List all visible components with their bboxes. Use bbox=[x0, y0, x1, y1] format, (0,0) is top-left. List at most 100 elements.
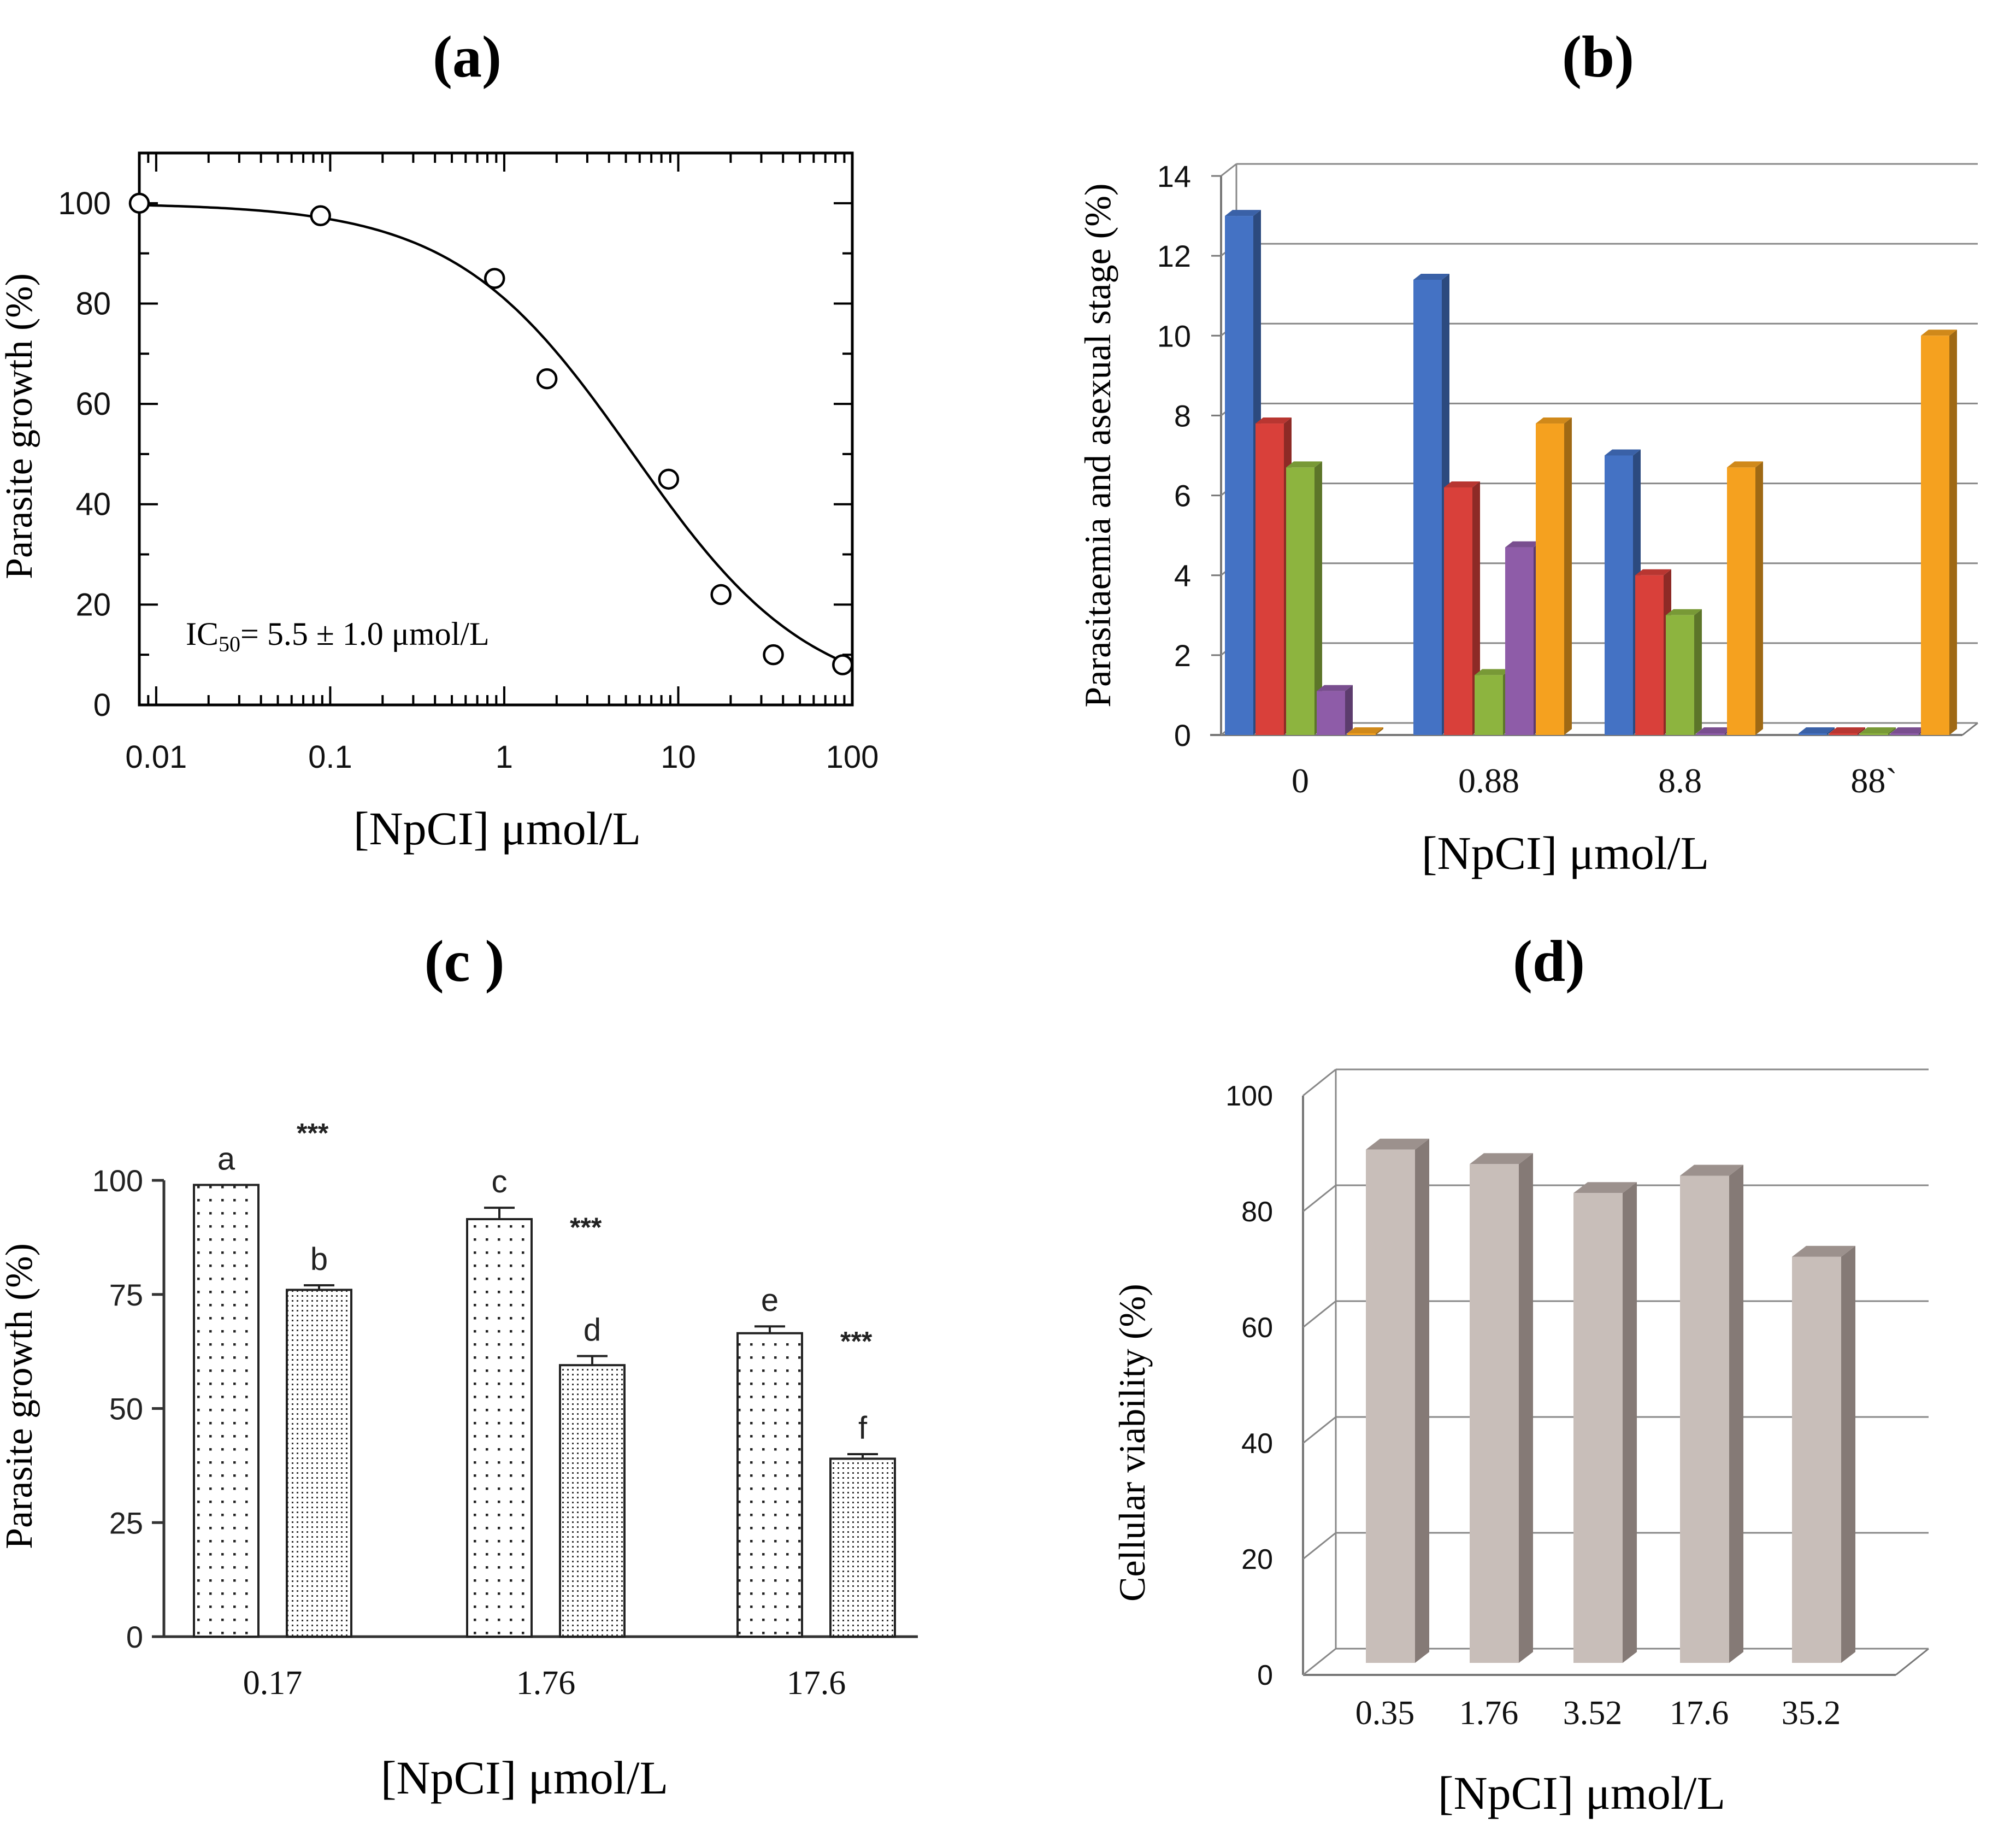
panel-b-bar-top bbox=[1286, 461, 1322, 468]
panel-b-grid-diagonal bbox=[1221, 163, 1237, 177]
panel-a-y-tick-label: 80 bbox=[75, 286, 111, 321]
panel-b-y-tick-label: 8 bbox=[1174, 398, 1191, 433]
panel-c-y-tick-labels: 0 25 50 75 100 bbox=[92, 1163, 143, 1654]
panel-b-x-axis-label: [NpCI] μmol/L bbox=[1422, 827, 1709, 879]
panel-c-y-axis-label: Parasite growth (%) bbox=[0, 1243, 40, 1549]
panel-b-x-tick-label: 8.8 bbox=[1658, 761, 1702, 800]
panel-b-bar-top bbox=[1347, 727, 1383, 733]
panel-b-y-tick-label: 2 bbox=[1174, 638, 1191, 673]
panel-b-bar-top bbox=[1860, 727, 1896, 733]
panel-b-bar-top bbox=[1255, 417, 1292, 424]
panel-a-ic50-annotation: IC50= 5.5 ± 1.0 μmol/L bbox=[186, 616, 490, 656]
panel-c-letter-label: a bbox=[217, 1141, 235, 1177]
panel-c-y-tick-label: 0 bbox=[126, 1620, 143, 1654]
panel-b-bar-side bbox=[1755, 461, 1763, 735]
panel-d-bar-side bbox=[1623, 1182, 1637, 1663]
panel-b-x-tick-label: 0 bbox=[1292, 761, 1309, 800]
panel-b-bar-top bbox=[1890, 727, 1926, 733]
panel-b-y-tick-label: 12 bbox=[1157, 239, 1191, 273]
panel-c-x-axis-label: [NpCI] μmol/L bbox=[381, 1751, 668, 1804]
panel-d-y-tick-label: 100 bbox=[1225, 1080, 1273, 1112]
panel-b-y-tick-label: 0 bbox=[1174, 718, 1191, 752]
panel-b-bar-side bbox=[1376, 727, 1383, 735]
panel-a-ticks bbox=[138, 153, 853, 706]
panel-b-bar-side bbox=[1472, 481, 1480, 735]
panel-a-y-tick-label: 100 bbox=[58, 186, 111, 221]
panel-a-data-point bbox=[484, 268, 505, 289]
panel-c-bar bbox=[559, 1364, 626, 1638]
panel-c-bars: a b *** c d *** e f *** bbox=[193, 1118, 896, 1638]
panel-a-data-point bbox=[763, 644, 784, 666]
panel-d-grid-diagonal bbox=[1302, 1648, 1336, 1676]
panel-c-y-tick-label: 100 bbox=[92, 1163, 143, 1198]
panel-a-data-point bbox=[310, 205, 331, 227]
panel-d-bar-side bbox=[1415, 1138, 1429, 1663]
panel-b-bar-side bbox=[1345, 685, 1353, 735]
panel-d-x-axis-label: [NpCI] μmol/L bbox=[1438, 1767, 1725, 1819]
panel-d-bar bbox=[1470, 1164, 1519, 1663]
panel-b-bar bbox=[1921, 336, 1949, 735]
panel-c-bar bbox=[829, 1457, 896, 1638]
panel-a-y-tick-labels: 0 20 40 60 80 100 bbox=[58, 186, 111, 723]
panel-c-bar bbox=[193, 1184, 260, 1638]
panel-b-bar-top bbox=[1317, 685, 1353, 691]
panel-a-data-point bbox=[658, 468, 680, 490]
panel-c-x-tick-label: 1.76 bbox=[516, 1665, 576, 1702]
panel-d-bars bbox=[1366, 1138, 1855, 1663]
panel-b-bar bbox=[1860, 733, 1888, 735]
panel-b-bar-top bbox=[1829, 727, 1865, 733]
panel-a-data-point bbox=[832, 654, 853, 675]
panel-d-y-tick-label: 40 bbox=[1241, 1428, 1273, 1460]
panel-b-bars bbox=[1225, 210, 1957, 736]
panel-d-bar-top bbox=[1573, 1182, 1637, 1193]
panel-c-x-tick-labels: 0.17 1.76 17.6 bbox=[243, 1665, 846, 1702]
panel-a-x-tick-labels: 0.01 0.1 1 10 100 bbox=[125, 739, 879, 775]
panel-d-y-tick-label: 0 bbox=[1257, 1660, 1273, 1691]
panel-b-bar bbox=[1317, 691, 1345, 735]
panel-a-points bbox=[128, 192, 853, 675]
panel-a-x-tick-label: 10 bbox=[661, 739, 696, 775]
panel-b-bar bbox=[1505, 547, 1534, 735]
panel-a-x-tick-label: 0.01 bbox=[125, 739, 187, 775]
panel-a-y-tick-label: 60 bbox=[75, 386, 111, 422]
panel-b-bar-top bbox=[1444, 481, 1480, 487]
panel-c-x-tick-label: 0.17 bbox=[243, 1665, 303, 1702]
panel-b-bar bbox=[1727, 467, 1755, 735]
panel-d-bar-side bbox=[1519, 1153, 1533, 1663]
panel-a-y-axis-label: Parasite growth (%) bbox=[0, 273, 40, 579]
panel-c-x-tick-label: 17.6 bbox=[787, 1665, 846, 1702]
panel-d-floor-right bbox=[1895, 1648, 1929, 1676]
panel-d-y-tick-label: 60 bbox=[1241, 1312, 1273, 1344]
panel-d-grid-diagonal bbox=[1302, 1532, 1336, 1560]
panel-a-label: (a) bbox=[433, 25, 502, 90]
panel-c-ticks bbox=[152, 1179, 164, 1638]
panel-d-bar bbox=[1792, 1256, 1841, 1663]
panel-c-letter-label: b bbox=[310, 1242, 328, 1277]
panel-c-significance: *** bbox=[297, 1118, 329, 1148]
panel-d-grid-diagonal bbox=[1302, 1184, 1336, 1213]
panel-b-x-tick-label: 88` bbox=[1850, 761, 1897, 800]
panel-b-label: (b) bbox=[1562, 25, 1634, 90]
panel-a-y-tick-label: 0 bbox=[93, 687, 111, 723]
panel-b-bar bbox=[1635, 575, 1664, 735]
panel-d-y-axis-label: Cellular viability (%) bbox=[1111, 1284, 1153, 1602]
panel-c-y-tick-label: 50 bbox=[109, 1392, 143, 1426]
panel-b-bar-side bbox=[1888, 727, 1896, 735]
panel-d-x-tick-label: 17.6 bbox=[1670, 1695, 1729, 1732]
panel-d-label: (d) bbox=[1513, 929, 1585, 994]
panel-d-bar-side bbox=[1841, 1245, 1855, 1663]
panel-a-data-point bbox=[710, 584, 732, 605]
panel-b-y-axis-label: Parasitaemia and asexual stage (%) bbox=[1077, 183, 1118, 707]
panel-b-bar-side bbox=[1694, 609, 1702, 735]
panel-b-bar-top bbox=[1225, 210, 1261, 216]
panel-a-x-tick-label: 0.1 bbox=[308, 739, 352, 775]
panel-a: (a) 0 20 40 60 80 100 0.01 0.1 1 10 100 IC50= 5.5… bbox=[0, 25, 879, 855]
panel-b-bar-top bbox=[1799, 727, 1835, 733]
panel-b-bar-top bbox=[1413, 273, 1449, 280]
panel-d-bar-top bbox=[1792, 1245, 1855, 1257]
panel-b-bar-top bbox=[1696, 727, 1732, 733]
panel-b-bar-side bbox=[1949, 330, 1957, 735]
panel-d-grid-diagonal bbox=[1302, 1416, 1336, 1444]
panel-b-bar bbox=[1696, 733, 1725, 735]
